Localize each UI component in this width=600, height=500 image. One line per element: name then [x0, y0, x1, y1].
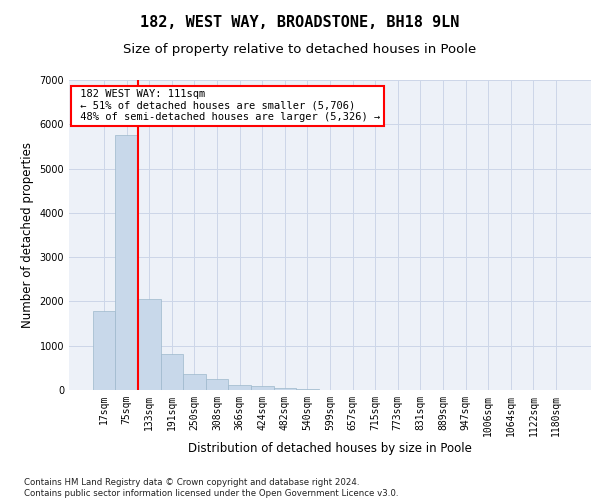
Text: 182, WEST WAY, BROADSTONE, BH18 9LN: 182, WEST WAY, BROADSTONE, BH18 9LN [140, 15, 460, 30]
Text: Size of property relative to detached houses in Poole: Size of property relative to detached ho… [124, 42, 476, 56]
Bar [296, 388, 319, 390]
Bar [93, 311, 115, 390]
Y-axis label: Number of detached properties: Number of detached properties [21, 142, 34, 328]
Bar [138, 299, 161, 390]
Text: Contains HM Land Registry data © Crown copyright and database right 2024.
Contai: Contains HM Land Registry data © Crown c… [24, 478, 398, 498]
Bar [161, 354, 183, 390]
X-axis label: Distribution of detached houses by size in Poole: Distribution of detached houses by size … [188, 442, 472, 454]
Bar [206, 380, 229, 390]
Bar [229, 385, 251, 390]
Bar [183, 374, 206, 390]
Bar [115, 136, 138, 390]
Bar [274, 388, 296, 390]
Bar [251, 386, 274, 390]
Text: 182 WEST WAY: 111sqm
 ← 51% of detached houses are smaller (5,706)
 48% of semi-: 182 WEST WAY: 111sqm ← 51% of detached h… [74, 90, 380, 122]
